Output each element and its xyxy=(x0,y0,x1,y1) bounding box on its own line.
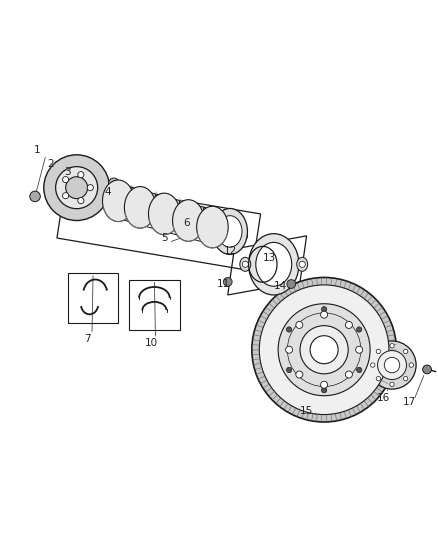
Ellipse shape xyxy=(249,233,299,295)
Text: 13: 13 xyxy=(263,253,276,263)
Circle shape xyxy=(44,155,110,221)
Text: 7: 7 xyxy=(84,334,91,344)
Circle shape xyxy=(357,367,362,373)
Ellipse shape xyxy=(212,208,247,254)
Ellipse shape xyxy=(218,216,242,247)
Circle shape xyxy=(239,231,247,240)
Circle shape xyxy=(378,351,406,379)
Circle shape xyxy=(78,172,84,177)
Circle shape xyxy=(321,387,327,393)
Circle shape xyxy=(321,381,328,388)
Circle shape xyxy=(321,306,327,312)
Circle shape xyxy=(87,184,93,191)
Text: 15: 15 xyxy=(300,406,313,416)
Circle shape xyxy=(346,321,353,328)
Circle shape xyxy=(286,327,292,332)
Text: 2: 2 xyxy=(47,159,54,168)
Circle shape xyxy=(403,376,408,381)
Circle shape xyxy=(63,192,69,199)
Ellipse shape xyxy=(173,200,204,241)
Circle shape xyxy=(242,261,248,268)
Circle shape xyxy=(112,181,116,185)
Circle shape xyxy=(356,346,363,353)
Text: 4: 4 xyxy=(104,187,111,197)
Circle shape xyxy=(409,363,413,367)
Circle shape xyxy=(56,167,98,209)
Circle shape xyxy=(346,371,353,378)
Circle shape xyxy=(286,367,292,373)
Circle shape xyxy=(300,326,348,374)
Circle shape xyxy=(423,365,431,374)
Circle shape xyxy=(63,176,69,183)
Circle shape xyxy=(30,191,40,201)
Ellipse shape xyxy=(124,187,156,228)
Text: 16: 16 xyxy=(377,393,390,403)
Circle shape xyxy=(296,371,303,378)
Circle shape xyxy=(66,177,88,199)
Circle shape xyxy=(376,349,381,353)
Text: 14: 14 xyxy=(274,281,287,291)
Ellipse shape xyxy=(256,243,292,286)
Circle shape xyxy=(357,327,362,332)
Text: 5: 5 xyxy=(161,233,168,243)
Bar xyxy=(129,280,180,330)
Circle shape xyxy=(78,198,84,204)
Text: 12: 12 xyxy=(223,246,237,256)
Circle shape xyxy=(390,344,394,348)
Text: 17: 17 xyxy=(403,397,416,407)
Circle shape xyxy=(390,382,394,386)
Ellipse shape xyxy=(148,193,180,235)
Text: 6: 6 xyxy=(183,217,190,228)
Circle shape xyxy=(299,261,305,268)
Circle shape xyxy=(384,357,400,373)
Circle shape xyxy=(287,280,296,288)
Circle shape xyxy=(371,363,375,367)
Circle shape xyxy=(278,304,370,395)
Circle shape xyxy=(223,278,232,286)
Circle shape xyxy=(296,321,303,328)
Circle shape xyxy=(403,349,408,353)
Circle shape xyxy=(252,278,396,422)
Text: 3: 3 xyxy=(64,167,71,177)
Text: 1: 1 xyxy=(34,146,41,156)
Circle shape xyxy=(310,336,338,364)
Circle shape xyxy=(368,341,416,389)
Text: 10: 10 xyxy=(145,338,158,348)
Circle shape xyxy=(259,285,389,415)
Bar xyxy=(68,273,118,324)
Circle shape xyxy=(376,376,381,381)
Ellipse shape xyxy=(240,257,251,271)
Ellipse shape xyxy=(102,180,134,222)
Circle shape xyxy=(109,178,119,189)
Circle shape xyxy=(286,346,293,353)
Ellipse shape xyxy=(197,206,228,248)
Circle shape xyxy=(321,311,328,318)
Text: 11: 11 xyxy=(217,279,230,289)
Ellipse shape xyxy=(297,257,307,271)
